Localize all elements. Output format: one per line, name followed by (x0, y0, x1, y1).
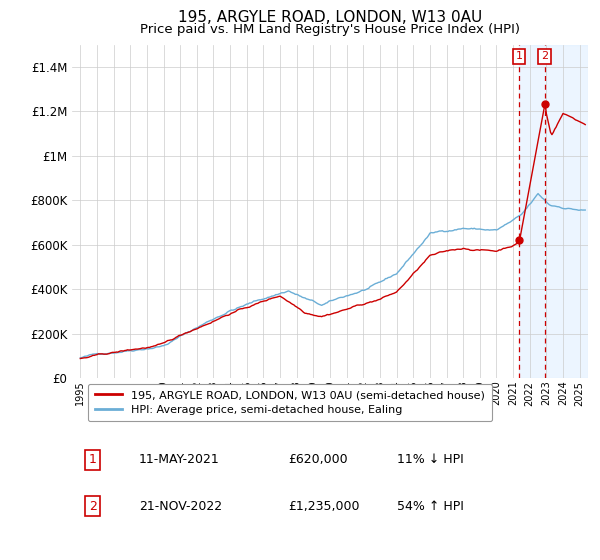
Text: £620,000: £620,000 (289, 454, 349, 466)
Text: 2: 2 (89, 500, 97, 512)
Text: 11-MAY-2021: 11-MAY-2021 (139, 454, 220, 466)
Text: £1,235,000: £1,235,000 (289, 500, 360, 512)
Text: 54% ↑ HPI: 54% ↑ HPI (397, 500, 464, 512)
Text: 21-NOV-2022: 21-NOV-2022 (139, 500, 222, 512)
Text: 195, ARGYLE ROAD, LONDON, W13 0AU: 195, ARGYLE ROAD, LONDON, W13 0AU (178, 10, 482, 25)
Text: 1: 1 (515, 52, 523, 62)
Text: Price paid vs. HM Land Registry's House Price Index (HPI): Price paid vs. HM Land Registry's House … (140, 24, 520, 36)
Text: 11% ↓ HPI: 11% ↓ HPI (397, 454, 464, 466)
Bar (519, 45, 588, 378)
Legend: 195, ARGYLE ROAD, LONDON, W13 0AU (semi-detached house), HPI: Average price, sem: 195, ARGYLE ROAD, LONDON, W13 0AU (semi-… (88, 384, 492, 421)
Text: 1: 1 (89, 454, 97, 466)
Text: 2: 2 (541, 52, 548, 62)
